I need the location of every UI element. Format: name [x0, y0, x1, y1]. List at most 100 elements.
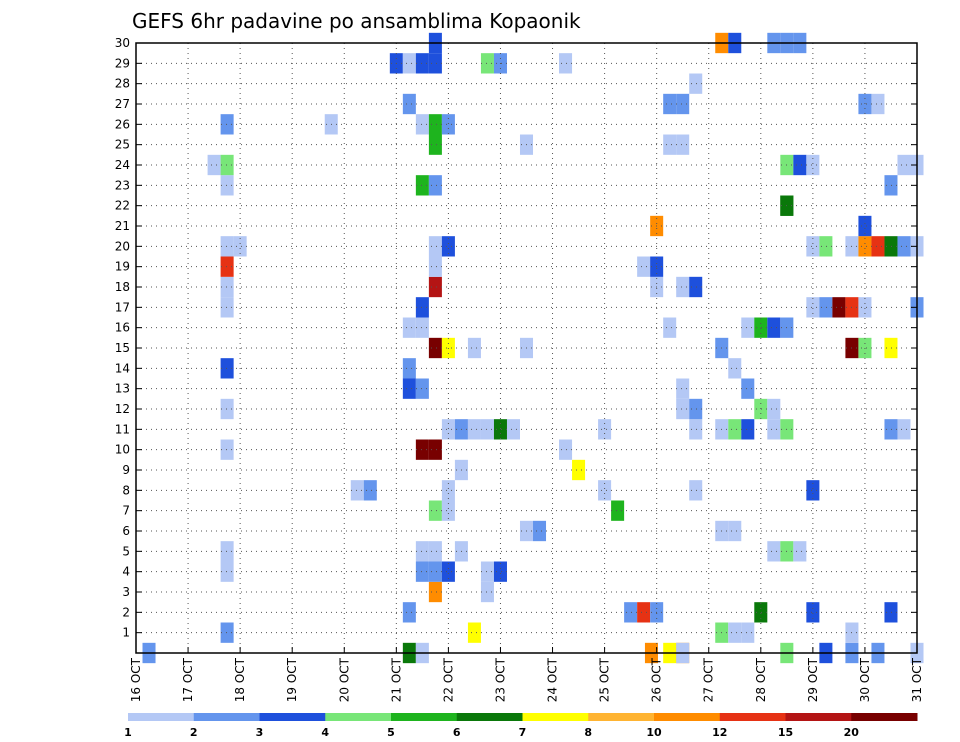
heatmap-cell — [689, 398, 703, 420]
heatmap-cell — [441, 500, 455, 521]
heatmap-cell — [428, 276, 442, 298]
heatmap-cell — [624, 602, 638, 623]
x-tick-label: 22 OCT — [441, 657, 455, 702]
heatmap-cell — [415, 561, 429, 582]
heatmap-cell — [493, 561, 507, 582]
legend-label: 15 — [778, 726, 793, 739]
y-tick-label: 12 — [115, 402, 130, 416]
heatmap-cell — [689, 73, 703, 94]
y-tick-label: 16 — [115, 321, 130, 335]
legend-label: 10 — [646, 726, 662, 739]
heatmap-cell — [858, 297, 872, 318]
heatmap-cell — [402, 93, 416, 115]
y-tick-label: 3 — [122, 585, 130, 599]
heatmap-cell — [754, 602, 768, 623]
heatmap-cell — [220, 398, 234, 420]
legend-swatch — [391, 713, 458, 721]
heatmap-cell — [728, 622, 742, 643]
x-tick-label: 16 OCT — [129, 657, 143, 702]
heatmap-cell — [506, 419, 520, 440]
x-tick-label: 18 OCT — [233, 657, 247, 702]
heatmap-cell — [402, 53, 416, 74]
heatmap-cell — [220, 358, 234, 379]
color-legend: 1 2 3 4 5 6 7 8 10 12 15 20 — [124, 713, 918, 739]
heatmap-cell — [441, 236, 455, 257]
heatmap-cell — [689, 276, 703, 298]
heatmap-cell — [220, 236, 234, 257]
heatmap-cell — [728, 419, 742, 440]
heatmap-cell — [741, 622, 755, 643]
heatmap-cell — [220, 297, 234, 318]
legend-swatch — [193, 713, 260, 721]
legend-swatch — [325, 713, 392, 721]
heatmap-cell — [441, 561, 455, 582]
x-tick-label: 23 OCT — [493, 657, 507, 702]
heatmap-cell — [598, 419, 612, 440]
y-tick-label: 11 — [115, 422, 130, 436]
heatmap-cell — [467, 622, 481, 643]
x-tick-label: 27 OCT — [702, 657, 716, 702]
heatmap-cell — [233, 236, 247, 257]
grid-lines — [136, 43, 917, 653]
heatmap-cell — [676, 276, 690, 298]
x-tick-label: 20 OCT — [337, 657, 351, 702]
heatmap-cell — [207, 154, 221, 176]
heatmap-cell — [611, 500, 625, 521]
heatmap-cell — [858, 236, 872, 257]
heatmap-cell — [220, 439, 234, 460]
heatmap-cell — [806, 154, 820, 176]
heatmap-cell — [220, 175, 234, 196]
y-tick-label: 8 — [122, 483, 130, 497]
heatmap-cell — [754, 317, 768, 338]
heatmap-cell — [884, 236, 898, 257]
heatmap-cell — [819, 236, 833, 257]
heatmap-cell — [480, 581, 494, 603]
heatmap-cell — [415, 317, 429, 338]
heatmap-cell — [676, 93, 690, 115]
heatmap-cell — [884, 602, 898, 623]
heatmap-cell — [220, 256, 234, 277]
heatmap-cell — [806, 602, 820, 623]
heatmap-cell — [220, 114, 234, 135]
heatmap-cell — [858, 215, 872, 237]
x-tick-label: 30 OCT — [858, 657, 872, 702]
legend-swatch — [654, 713, 721, 721]
heatmap-cell — [220, 541, 234, 562]
heatmap-cell — [220, 622, 234, 643]
heatmap-cell — [884, 337, 898, 359]
heatmap-cell — [415, 541, 429, 562]
heatmap-cell — [871, 93, 885, 115]
y-tick-label: 10 — [115, 443, 130, 457]
y-tick-label: 23 — [115, 178, 130, 192]
x-tick-label: 24 OCT — [546, 657, 560, 702]
y-tick-label: 1 — [122, 626, 130, 640]
heatmap-cell — [637, 602, 651, 623]
y-tick-label: 15 — [115, 341, 130, 355]
heatmap-cell — [897, 236, 911, 257]
heatmap-cell — [467, 337, 481, 359]
heatmap-cell — [832, 297, 846, 318]
heatmap-cell — [402, 378, 416, 399]
heatmap-cell — [559, 439, 573, 460]
y-tick-label: 14 — [115, 361, 130, 375]
heatmap-cell — [428, 561, 442, 582]
y-tick-label: 2 — [122, 605, 130, 619]
heatmap-cell — [441, 114, 455, 135]
legend-label: 6 — [453, 726, 461, 739]
y-tick-label: 13 — [115, 382, 130, 396]
heatmap-cell — [480, 419, 494, 440]
heatmap-cell — [728, 520, 742, 542]
y-tick-label: 9 — [122, 463, 130, 477]
y-tick-label: 28 — [115, 77, 130, 91]
heatmap-cell — [415, 439, 429, 460]
y-axis-ticks: 1234567891011121314151617181920212223242… — [115, 36, 917, 640]
legend-label: 3 — [256, 726, 264, 739]
x-axis-ticks: 16 OCT 17 OCT 18 OCT 19 OCT 20 OCT 21 OCT 22 O… — [129, 647, 924, 702]
heatmap-cell — [741, 378, 755, 399]
heatmap-cell — [480, 53, 494, 74]
heatmap-cell — [428, 541, 442, 562]
y-tick-label: 26 — [115, 117, 130, 131]
heatmap-cell — [415, 53, 429, 74]
y-tick-label: 18 — [115, 280, 130, 294]
